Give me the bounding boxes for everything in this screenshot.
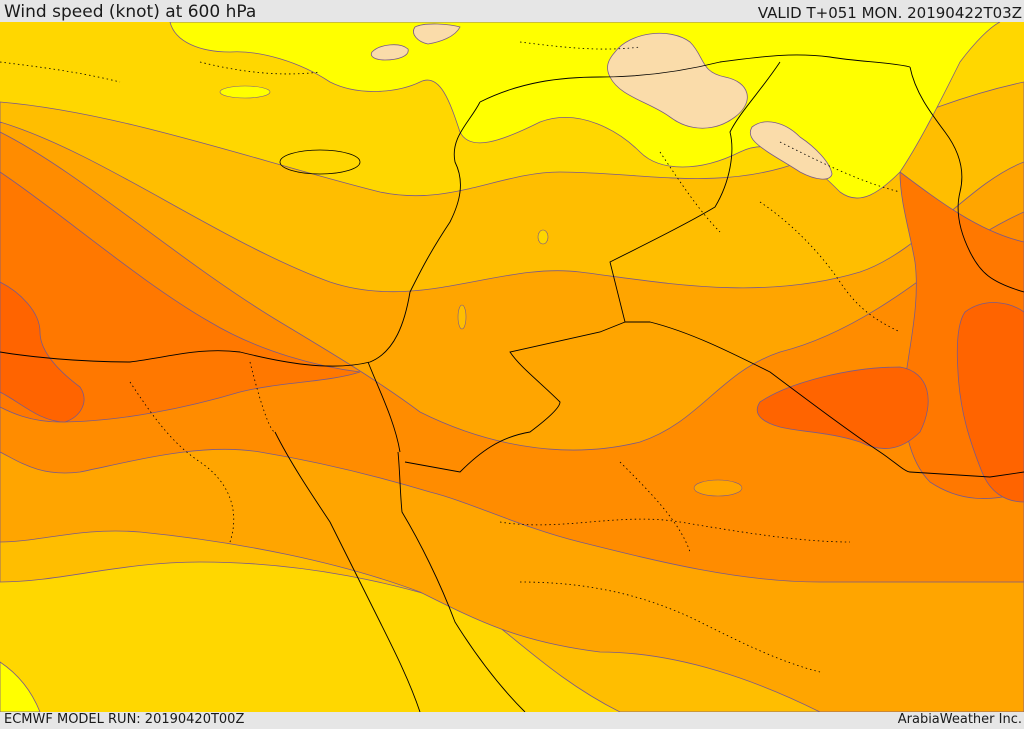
map-title: Wind speed (knot) at 600 hPa (4, 2, 257, 22)
patch-peach-iraq (749, 121, 833, 180)
dotted-provinces-saudi (499, 461, 851, 673)
band-yellow-southwest (0, 661, 41, 712)
patch-small-yellow-west (219, 85, 271, 99)
border-turkey-syria (479, 54, 911, 103)
patch-peach-small-1 (370, 44, 409, 61)
border-iraq-saudi (625, 321, 1024, 478)
band-orange-dark (0, 171, 361, 423)
lake-dead-sea (457, 304, 467, 330)
header-bar: Wind speed (knot) at 600 hPa VALID T+051… (0, 0, 1024, 22)
wind-speed-map (0, 22, 1024, 712)
model-run-label: ECMWF MODEL RUN: 20190420T00Z (4, 712, 245, 727)
coastline-red-sea (274, 431, 421, 712)
valid-time-label: VALID T+051 MON. 20190422T03Z (757, 4, 1022, 22)
footer-bar: ECMWF MODEL RUN: 20190420T00Z ArabiaWeat… (0, 712, 1024, 729)
core-red-orange-far-east (956, 302, 1024, 503)
border-egypt-israel (367, 361, 401, 453)
dotted-provinces-iraq (659, 151, 901, 333)
border-iran-iraq (909, 66, 1024, 293)
credit-label: ArabiaWeather Inc. (897, 712, 1022, 727)
border-jordan-saudi (404, 61, 781, 473)
lake-tiberias (537, 229, 549, 245)
coastline-mediterranean (0, 101, 481, 367)
island-cyprus (279, 149, 361, 175)
patch-peach-small-2 (413, 23, 461, 45)
dotted-provinces-egypt (129, 361, 276, 543)
patch-small-saudi (693, 479, 743, 497)
map-canvas (0, 22, 1024, 712)
core-red-orange-west (0, 281, 85, 423)
core-red-orange-east (756, 366, 929, 449)
coastline-gulf-of-aqaba (397, 451, 526, 712)
